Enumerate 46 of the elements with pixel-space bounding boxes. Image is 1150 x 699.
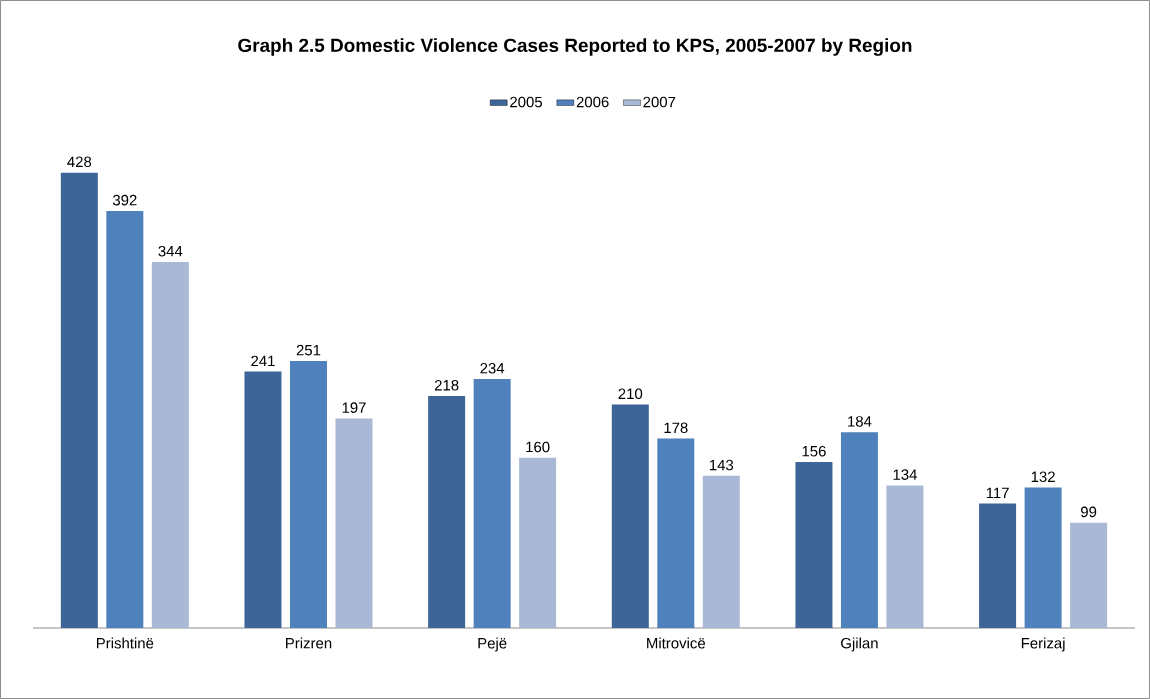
bar <box>611 404 649 628</box>
data-label: 117 <box>986 487 1009 498</box>
x-tick-label: Ferizaj <box>1021 637 1065 652</box>
data-label: 197 <box>342 402 366 413</box>
data-label: 156 <box>802 445 826 457</box>
bar <box>60 172 98 628</box>
bar <box>840 432 878 628</box>
data-label: 184 <box>848 416 872 427</box>
x-tick-label: Prizren <box>286 637 332 649</box>
data-label: 234 <box>480 362 505 374</box>
data-label: 132 <box>1031 471 1055 483</box>
bar <box>151 262 189 628</box>
bar <box>1070 522 1108 628</box>
x-tick-label: Gjilan <box>841 637 878 652</box>
bar <box>657 438 695 628</box>
bar <box>886 485 924 628</box>
x-tick-label: Pejë <box>478 637 507 652</box>
data-label: 344 <box>158 245 183 257</box>
data-label: 160 <box>526 441 550 453</box>
bar <box>702 475 740 628</box>
bar <box>244 371 282 628</box>
bar <box>519 457 557 628</box>
data-label: 210 <box>618 388 643 400</box>
legend-label: 2007 <box>643 96 676 108</box>
legend-label: 2005 <box>510 96 543 108</box>
x-tick-label: Prishtinë <box>96 637 154 649</box>
data-label: 218 <box>434 379 459 391</box>
bar <box>106 210 144 628</box>
bar <box>289 360 327 628</box>
bar <box>473 379 511 628</box>
data-label: 241 <box>251 355 275 367</box>
bar <box>335 418 373 628</box>
x-tick-label: Mitrovicë <box>647 637 706 649</box>
data-label: 143 <box>709 459 734 471</box>
data-label: 99 <box>1081 506 1097 518</box>
legend-label: 2006 <box>576 96 609 108</box>
data-label: 178 <box>664 422 688 434</box>
data-label: 134 <box>893 469 917 480</box>
data-label: 392 <box>112 194 137 206</box>
bar <box>428 396 466 628</box>
bar <box>795 462 833 628</box>
data-label: 251 <box>296 344 321 356</box>
chart-title: Graph 2.5 Domestic Violence Cases Reported to KPS, 2005-2007 by Region <box>238 38 912 56</box>
bar <box>979 503 1017 628</box>
data-label: 428 <box>67 156 92 168</box>
bar <box>1024 487 1062 628</box>
